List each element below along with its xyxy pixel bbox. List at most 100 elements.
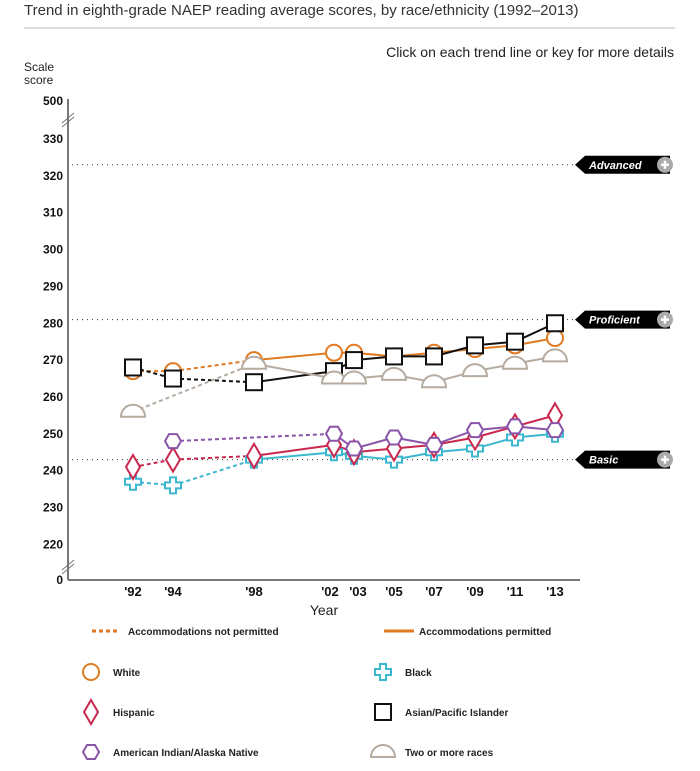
badge-shape: [575, 155, 670, 174]
data-point-asian-pacific-islander[interactable]: [466, 336, 484, 355]
plus-glyph: [661, 315, 669, 324]
series-line-black[interactable]: [172, 458, 255, 487]
data-point-two-or-more-races[interactable]: [119, 403, 147, 418]
data-point-asian-pacific-islander[interactable]: [546, 314, 564, 333]
plus-glyph: [661, 455, 669, 464]
data-point-asian-pacific-islander[interactable]: [245, 373, 263, 392]
legend-label-asian-pacific-islander[interactable]: Asian/Pacific Islander: [405, 708, 508, 719]
achievement-badge-basic[interactable]: Basic: [575, 450, 673, 469]
data-point-hispanic[interactable]: [124, 452, 142, 481]
data-point-american-indian-alaska-native[interactable]: [465, 422, 485, 439]
legend-label-black[interactable]: Black: [405, 668, 432, 679]
legend-marker-american-indian-alaska-native[interactable]: [81, 744, 101, 760]
data-point-black[interactable]: [164, 476, 182, 495]
data-point-american-indian-alaska-native[interactable]: [384, 429, 404, 446]
data-point-two-or-more-races[interactable]: [420, 374, 448, 389]
series-line-hispanic[interactable]: [253, 443, 335, 457]
x-tick-label: '11: [507, 584, 524, 599]
y-tick-label: 0: [56, 573, 63, 587]
x-tick-label: '92: [124, 584, 142, 599]
series-line-two-or-more-races[interactable]: [253, 362, 335, 380]
data-point-american-indian-alaska-native[interactable]: [505, 418, 525, 435]
y-tick-label: 300: [43, 243, 63, 257]
data-point-two-or-more-races[interactable]: [461, 363, 489, 378]
y-tick-label: 320: [43, 169, 63, 183]
legend-label-hispanic[interactable]: Hispanic: [113, 708, 155, 719]
legend-marker-two-or-more-races[interactable]: [369, 744, 397, 758]
title-divider: [24, 27, 675, 29]
y-tick-label: 280: [43, 316, 63, 330]
plus-glyph: [661, 160, 669, 169]
legend-marker-hispanic[interactable]: [82, 698, 100, 726]
y-tick-label: 240: [43, 464, 63, 478]
badge-label: Proficient: [589, 315, 641, 327]
data-point-american-indian-alaska-native[interactable]: [344, 440, 364, 457]
series-line-hispanic[interactable]: [172, 454, 255, 461]
y-tick-label: 500: [43, 94, 63, 108]
x-axis-label: Year: [310, 602, 339, 618]
legend-label-white[interactable]: White: [113, 668, 141, 679]
data-point-two-or-more-races[interactable]: [541, 348, 569, 363]
chart-title: Trend in eighth-grade NAEP reading avera…: [24, 2, 579, 19]
series-line-american-indian-alaska-native[interactable]: [172, 432, 335, 443]
badge-label: Basic: [589, 455, 618, 467]
data-point-two-or-more-races[interactable]: [501, 355, 529, 370]
x-tick-label: '98: [245, 584, 263, 599]
data-point-asian-pacific-islander[interactable]: [164, 369, 182, 388]
x-tick-label: '05: [385, 584, 403, 599]
legend-marker-asian-pacific-islander[interactable]: [374, 703, 392, 721]
series-line-asian-pacific-islander[interactable]: [253, 370, 335, 384]
y-tick-label: 260: [43, 390, 63, 404]
legend-label-not-permitted: Accommodations not permitted: [128, 627, 279, 638]
axis-break-mark: [61, 563, 75, 575]
y-tick-label: 290: [43, 279, 63, 293]
data-point-american-indian-alaska-native[interactable]: [163, 433, 183, 450]
instruction-text: Click on each trend line or key for more…: [386, 44, 674, 60]
x-tick-label: '94: [164, 584, 182, 599]
legend-label-two-or-more-races[interactable]: Two or more races: [405, 748, 494, 759]
data-point-two-or-more-races[interactable]: [380, 366, 408, 381]
data-point-american-indian-alaska-native[interactable]: [324, 425, 344, 442]
axis-break-mark: [61, 116, 75, 128]
data-point-white[interactable]: [546, 328, 564, 347]
series-line-two-or-more-races[interactable]: [132, 362, 255, 413]
y-axis-label-text: Scale score: [24, 60, 55, 87]
series-line-white[interactable]: [253, 351, 335, 362]
achievement-badge-advanced[interactable]: Advanced: [575, 155, 673, 174]
y-tick-label: 250: [43, 427, 63, 441]
data-point-asian-pacific-islander[interactable]: [506, 332, 524, 351]
y-tick-label: 220: [43, 537, 63, 551]
data-point-asian-pacific-islander[interactable]: [124, 358, 142, 377]
badge-shape: [575, 450, 670, 469]
data-point-hispanic[interactable]: [245, 441, 263, 470]
data-point-white[interactable]: [325, 343, 343, 362]
y-tick-label: 310: [43, 206, 63, 220]
data-point-american-indian-alaska-native[interactable]: [424, 436, 444, 453]
x-tick-label: '03: [349, 584, 367, 599]
legend-label-american-indian-alaska-native[interactable]: American Indian/Alaska Native: [113, 748, 259, 759]
badge-shape: [575, 310, 670, 329]
axis-break-mark: [61, 559, 75, 571]
data-point-asian-pacific-islander[interactable]: [345, 351, 363, 370]
axis-break-mark: [61, 112, 75, 124]
y-tick-label: 270: [43, 353, 63, 367]
data-point-hispanic[interactable]: [164, 445, 182, 474]
achievement-badge-proficient[interactable]: Proficient: [575, 310, 673, 329]
badge-label: Advanced: [588, 160, 642, 172]
x-tick-label: '02: [321, 584, 339, 599]
x-tick-label: '13: [546, 584, 564, 599]
data-point-asian-pacific-islander[interactable]: [385, 347, 403, 366]
data-point-asian-pacific-islander[interactable]: [425, 347, 443, 366]
legend-marker-black[interactable]: [374, 663, 392, 681]
y-tick-label: 330: [43, 132, 63, 146]
y-axis-label: Scale score: [24, 61, 58, 87]
data-point-black[interactable]: [124, 472, 142, 491]
data-point-american-indian-alaska-native[interactable]: [545, 422, 565, 439]
y-tick-label: 230: [43, 501, 63, 515]
x-tick-label: '09: [466, 584, 484, 599]
legend-marker-white[interactable]: [82, 663, 100, 681]
data-point-two-or-more-races[interactable]: [240, 355, 268, 370]
series-line-black[interactable]: [253, 451, 335, 461]
data-point-two-or-more-races[interactable]: [340, 370, 368, 385]
